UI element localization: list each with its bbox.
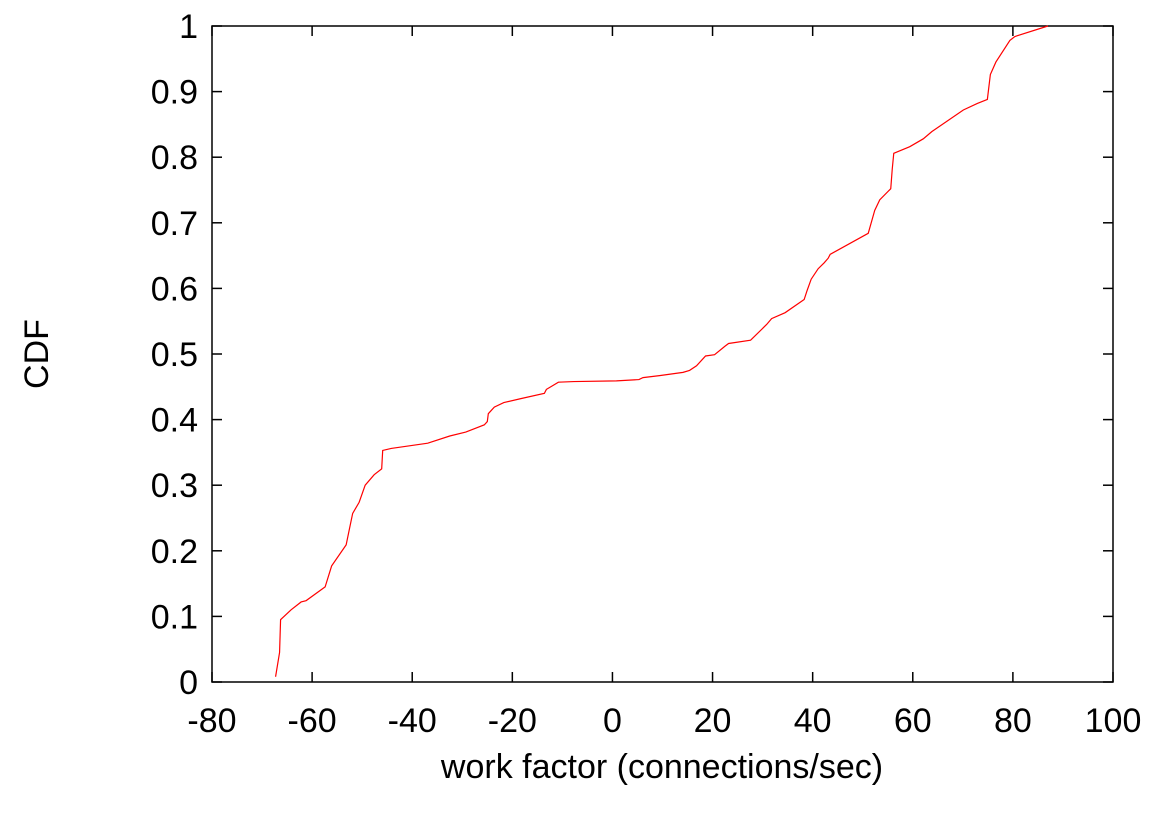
y-tick-label: 0.9: [151, 74, 198, 112]
y-axis-title: CDF: [18, 319, 56, 389]
y-tick-label: 0: [179, 664, 198, 702]
y-tick-label: 0.2: [151, 533, 198, 571]
x-tick-label: 40: [794, 702, 832, 740]
y-tick-label: 0.5: [151, 336, 198, 374]
y-tick-label: 0.7: [151, 205, 198, 243]
x-tick-label: -40: [388, 702, 437, 740]
x-tick-label: 100: [1085, 702, 1142, 740]
x-tick-label: 0: [603, 702, 622, 740]
y-tick-label: 1: [179, 8, 198, 46]
x-tick-label: 20: [694, 702, 732, 740]
y-tick-label: 0.1: [151, 598, 198, 636]
x-tick-label: -80: [187, 702, 236, 740]
x-tick-label: 60: [894, 702, 932, 740]
y-tick-label: 0.6: [151, 270, 198, 308]
x-tick-label: -20: [488, 702, 537, 740]
x-tick-label: 80: [994, 702, 1032, 740]
plot-frame: [211, 25, 1114, 683]
y-tick-label: 0.8: [151, 139, 198, 177]
y-axis-ticks: 0 0.1 0.2 0.3 0.4 0.5 0.6 0.7 0.8 0.9 1: [151, 8, 1113, 702]
y-tick-label: 0.4: [151, 402, 198, 440]
x-axis-title: work factor (connections/sec): [440, 748, 883, 786]
y-tick-label: 0.3: [151, 467, 198, 505]
x-tick-label: -60: [288, 702, 337, 740]
cdf-series-line: [274, 25, 1049, 677]
x-axis-ticks: -80 -60 -40 -20 0 20 40 60 80 100: [187, 26, 1141, 740]
